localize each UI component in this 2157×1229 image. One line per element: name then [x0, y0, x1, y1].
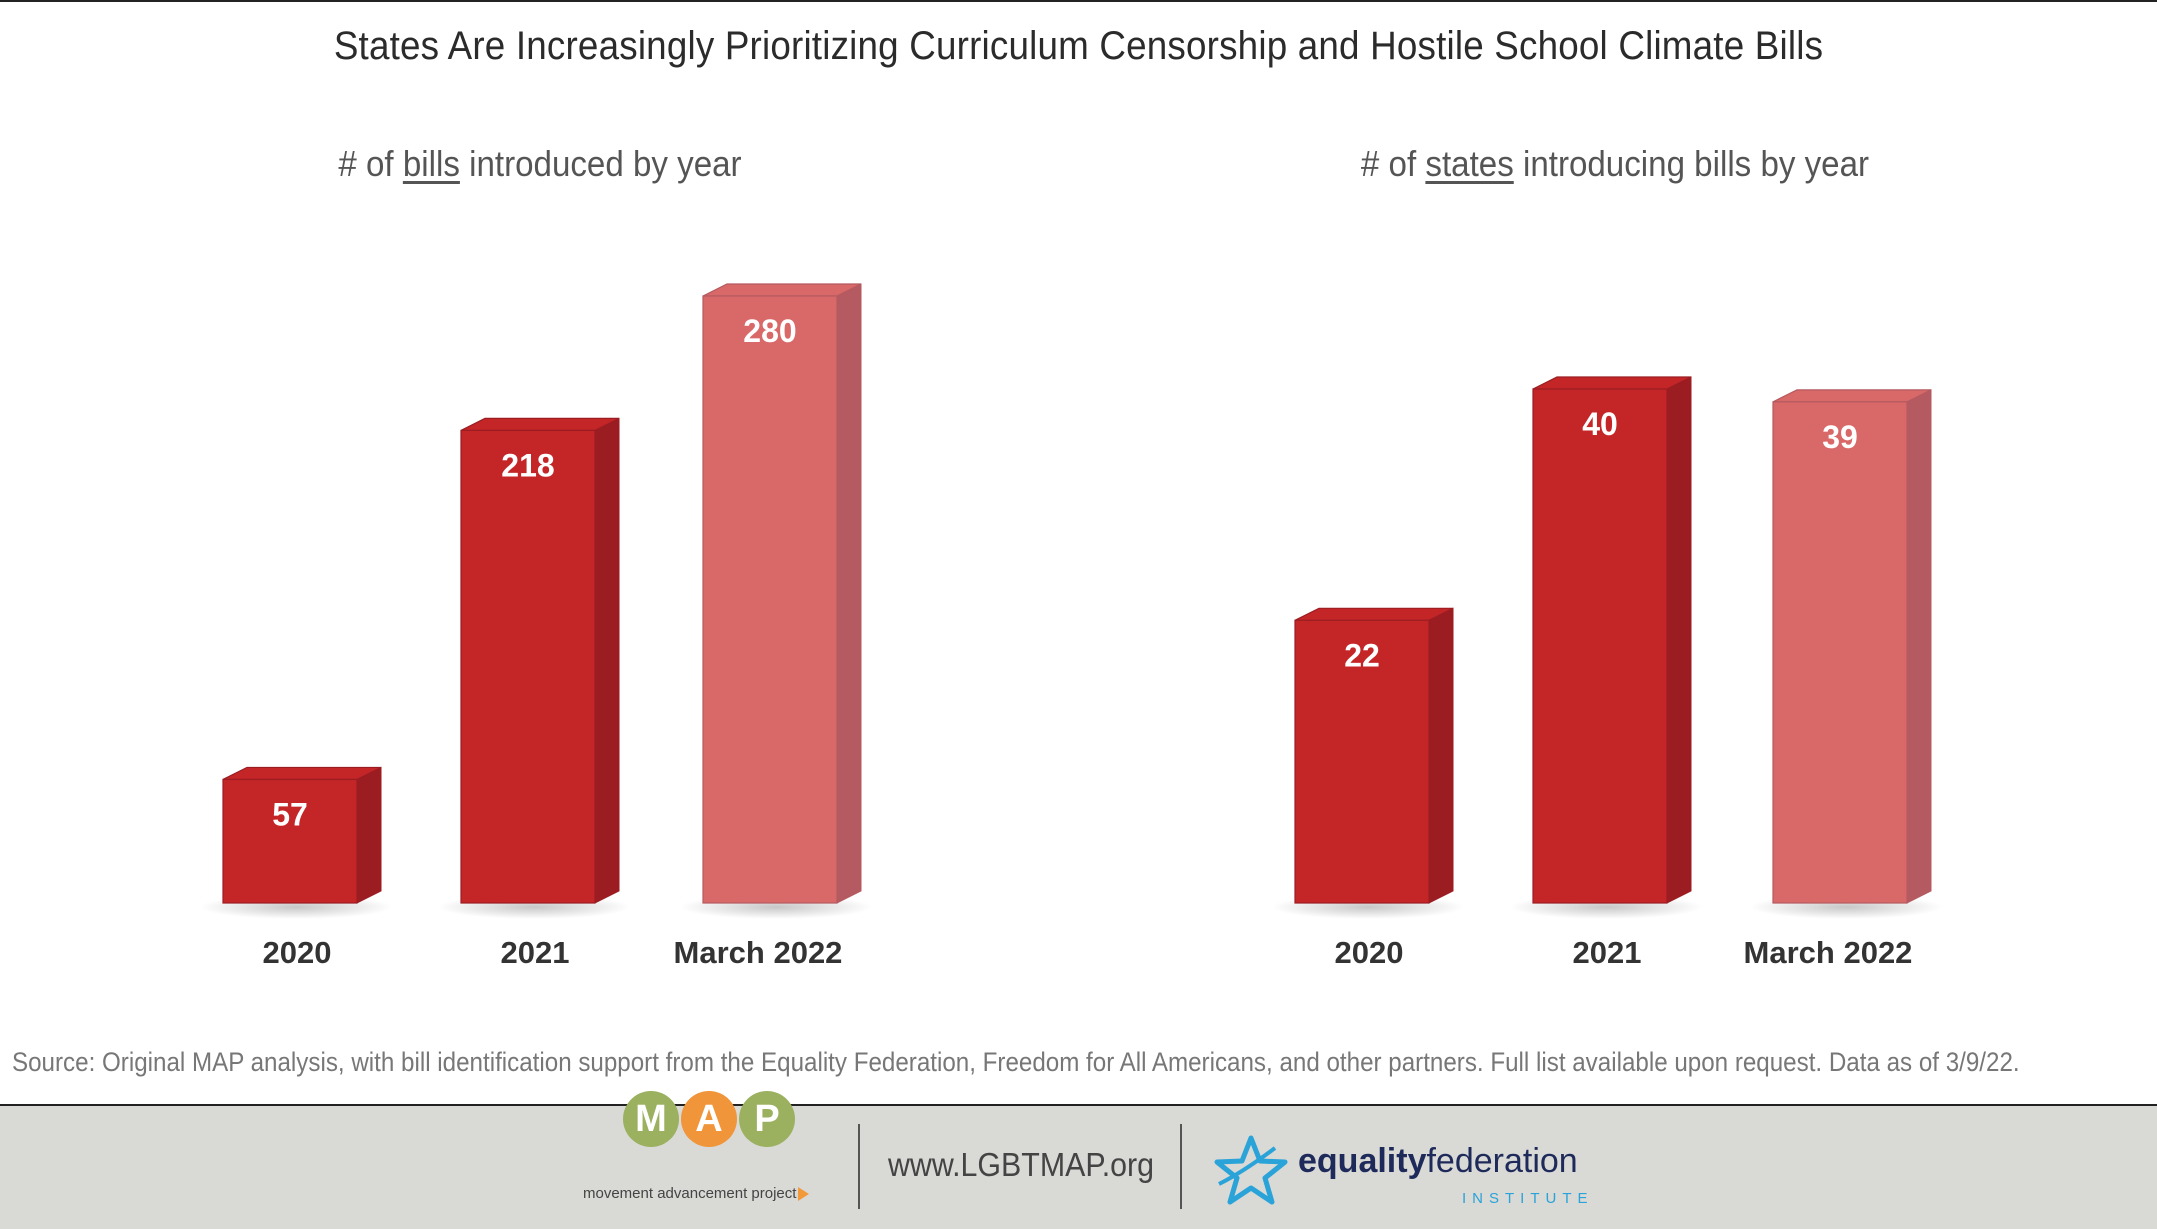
bar-top: [1532, 376, 1692, 390]
map-tagline-text: movement advancement project: [583, 1185, 797, 1202]
map-letter-m: M: [623, 1091, 679, 1147]
right-chart-subtitle: # of states introducing bills by year: [1247, 143, 1983, 185]
ef-light-text: federation: [1426, 1142, 1578, 1180]
category-label: 2020: [263, 935, 332, 970]
website-link[interactable]: www.LGBTMAP.org: [888, 1146, 1155, 1183]
footer: [0, 1106, 2157, 1229]
right-subtitle-post: introducing bills by year: [1513, 143, 1870, 184]
bar-side: [356, 766, 382, 904]
bar-value-label: 40: [1582, 406, 1618, 442]
bar-value-label: 218: [501, 447, 554, 483]
bar-top: [222, 766, 382, 781]
bar: [702, 295, 838, 904]
ef-institute-text: INSTITUTE: [1462, 1190, 1594, 1207]
star-icon: [1214, 1135, 1288, 1205]
category-label: 2020: [1335, 935, 1404, 970]
right-subtitle-pre: # of: [1360, 143, 1426, 184]
bar-side: [594, 417, 620, 904]
map-letters: M A P: [623, 1091, 795, 1147]
left-subtitle-underlined: bills: [402, 143, 460, 184]
footer-rule: [0, 1104, 2157, 1106]
bar-top: [702, 283, 862, 297]
category-label: March 2022: [1744, 935, 1913, 970]
right-subtitle-underlined: states: [1425, 143, 1514, 184]
map-letter-p: P: [739, 1091, 795, 1147]
bar: [1772, 401, 1908, 904]
bar: [1294, 619, 1430, 904]
left-subtitle-post: introduced by year: [459, 143, 742, 184]
bar-side: [1428, 607, 1454, 904]
map-letter-a: A: [681, 1091, 737, 1147]
footer-divider-left: [858, 1124, 860, 1209]
bar-charts: 57 2020 218 2021 280 March 2022 22 2020 40 2021 39…: [199, 283, 1943, 970]
bar-value-label: 280: [743, 313, 796, 349]
bar-side: [1906, 389, 1932, 904]
equality-federation-logo[interactable]: equalityfederation: [1298, 1142, 1578, 1181]
map-logo[interactable]: M A P movement advancement project: [583, 1091, 833, 1202]
bar-top: [460, 417, 620, 432]
bar: [1532, 388, 1668, 904]
top-rule: [0, 0, 2157, 2]
play-triangle-icon: [798, 1187, 810, 1202]
category-label: March 2022: [674, 935, 843, 970]
bar-value-label: 57: [272, 796, 308, 832]
bar-side: [1666, 376, 1692, 904]
category-label: 2021: [1573, 935, 1642, 970]
bar-side: [836, 283, 862, 904]
bar: [460, 429, 596, 904]
footer-divider-right: [1180, 1124, 1182, 1209]
bar: [222, 778, 358, 904]
bar-value-label: 39: [1822, 419, 1858, 455]
category-label: 2021: [501, 935, 570, 970]
map-tagline: movement advancement project: [583, 1185, 810, 1202]
left-chart-subtitle: # of bills introduced by year: [172, 143, 908, 185]
bar-top: [1772, 389, 1932, 403]
page-title: States Are Increasingly Prioritizing Cur…: [333, 24, 1824, 68]
source-note: Source: Original MAP analysis, with bill…: [12, 1047, 2020, 1077]
ef-bold-text: equality: [1298, 1142, 1427, 1180]
bar-value-label: 22: [1344, 637, 1380, 673]
bar-top: [1294, 607, 1454, 621]
left-subtitle-pre: # of: [338, 143, 403, 184]
